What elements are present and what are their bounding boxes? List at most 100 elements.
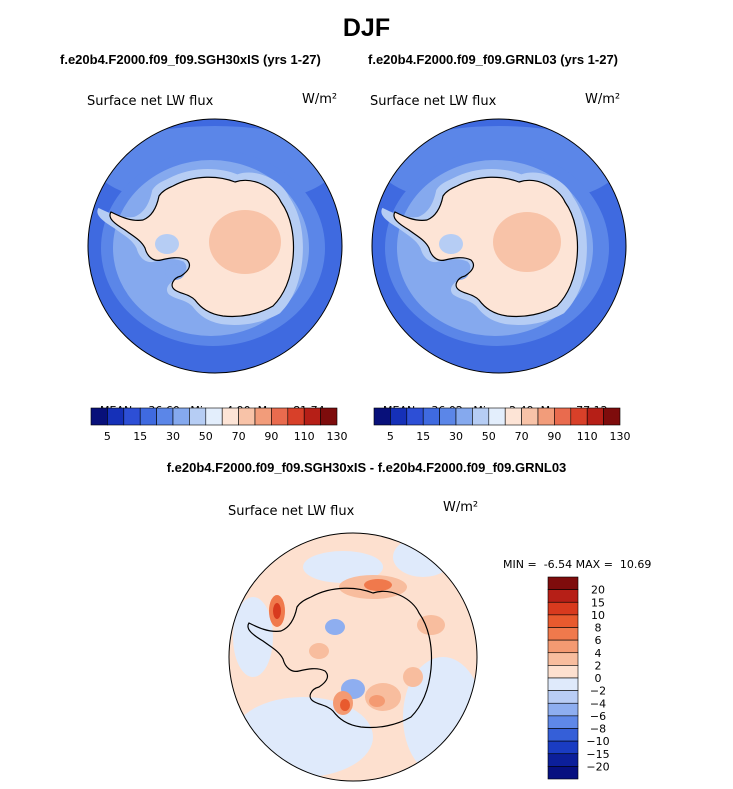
panel1-colorbar-swatch	[123, 407, 141, 426]
panel3-colorbar-tick-label: 0	[595, 672, 602, 685]
panel2-colorbar-tick-label: 130	[610, 430, 631, 443]
panel3-colorbar-swatch	[547, 627, 579, 641]
panel2-colorbar-swatch	[439, 407, 457, 426]
panel1-colorbar-tick-label: 50	[199, 430, 213, 443]
panel3-colorbar-swatch	[547, 702, 579, 717]
panel1-variable-title: Surface net LW flux	[87, 94, 214, 109]
panel3-map	[229, 533, 477, 781]
case2-title: f.e20b4.F2000.f09_f09.GRNL03 (yrs 1-27)	[368, 52, 619, 67]
panel2-colorbar-swatch	[586, 407, 604, 426]
panel2-colorbar-swatch	[537, 407, 555, 426]
panel2-colorbar-swatch	[373, 407, 391, 426]
panel3-colorbar-swatch	[547, 715, 579, 729]
panel3-colorbar-tick-label: 4	[595, 647, 602, 660]
panel1-colorbar-tick-label: 70	[232, 430, 246, 443]
panel2-colorbar-tick-label: 30	[449, 430, 463, 443]
panel3-colorbar-tick-label: −2	[590, 685, 606, 698]
difference-title: f.e20b4.F2000.f09_f09.SGH30xIS - f.e20b4…	[166, 460, 567, 475]
panel1-colorbar-swatch	[254, 407, 272, 426]
panel3-units: W/m²	[443, 500, 479, 515]
panel3-colorbar-swatch	[547, 766, 579, 780]
panel2-colorbar-tick-label: 5	[387, 430, 394, 443]
panel1-colorbar-swatch	[107, 407, 125, 426]
panel1-colorbar-swatch	[238, 407, 256, 426]
panel3-max-value: 10.69	[619, 558, 652, 571]
panel1-colorbar-tick-label: 15	[133, 430, 147, 443]
panel3-colorbar-tick-label: −10	[586, 735, 609, 748]
panel2-colorbar-tick-label: 110	[577, 430, 598, 443]
panel3-colorbar-tick-label: 6	[595, 634, 602, 647]
panel3-colorbar-swatch	[547, 589, 579, 603]
panel1-colorbar-tick-label: 5	[104, 430, 111, 443]
panel1-colorbar-swatch	[156, 407, 174, 426]
panel3-colorbar-swatch	[547, 652, 579, 666]
case1-title: f.e20b4.F2000.f09_f09.SGH30xIS (yrs 1-27…	[60, 52, 321, 67]
panel1-colorbar-swatch	[172, 407, 190, 426]
panel2-units: W/m²	[585, 92, 621, 107]
panel1-colorbar-swatch	[271, 407, 289, 426]
panel2-colorbar-tick-label: 15	[416, 430, 430, 443]
panel2-colorbar-swatch	[603, 407, 621, 426]
panel2-colorbar-swatch	[504, 407, 522, 426]
panel3-colorbar-tick-label: 10	[591, 609, 605, 622]
panel1-map-border	[87, 118, 343, 374]
panel3-colorbar-swatch	[547, 690, 579, 704]
panel3-colorbar-swatch	[547, 614, 579, 628]
panel1-colorbar-tick-label: 130	[327, 430, 348, 443]
panel3-colorbar-swatch	[547, 677, 579, 691]
panel1-colorbar-swatch	[303, 407, 321, 426]
panel2-colorbar-swatch	[488, 407, 506, 426]
panel3-colorbar-tick-label: 20	[591, 584, 605, 597]
panel3-variable-title: Surface net LW flux	[228, 504, 355, 519]
panel3-colorbar-swatch	[547, 601, 579, 616]
panel3-colorbar-tick-label: −8	[590, 723, 606, 736]
panel1-colorbar-swatch	[287, 407, 305, 426]
panel2-colorbar-tick-label: 70	[515, 430, 529, 443]
panel2-map	[372, 119, 626, 373]
panel1-colorbar-swatch	[139, 407, 157, 426]
panel1-colorbar-swatch	[90, 407, 108, 426]
panel1-colorbar-swatch	[320, 407, 338, 426]
panel2-colorbar: 5 15 30 50 70 90 110 130	[373, 407, 631, 443]
panel2-colorbar-swatch	[570, 407, 588, 426]
panel3-colorbar-swatch	[547, 639, 579, 654]
panel1-map	[88, 119, 342, 373]
panel1-units: W/m²	[302, 92, 338, 107]
panel2-colorbar-tick-label: 90	[547, 430, 561, 443]
panel3-colorbar-swatch	[547, 740, 579, 755]
panel1-colorbar-tick-label: 90	[264, 430, 278, 443]
panel3-colorbar-tick-label: −6	[590, 710, 606, 723]
panel2-colorbar-swatch	[422, 407, 440, 426]
panel1-colorbar-swatch	[205, 407, 223, 426]
panel3-colorbar-tick-label: −4	[590, 697, 606, 710]
panel1-colorbar: 5 15 30 50 70 90 110 130	[90, 407, 348, 443]
panel2-colorbar-swatch	[554, 407, 572, 426]
panel2-colorbar-swatch	[521, 407, 539, 426]
panel3-min-value: -6.54	[543, 558, 573, 571]
panel3-map-border	[228, 532, 478, 782]
panel3-colorbar-tick-label: −15	[586, 748, 609, 761]
panel3-colorbar-swatch	[547, 576, 579, 590]
panel2-map-border	[371, 118, 627, 374]
panel3-max-label: MAX =	[575, 558, 613, 571]
panel2-colorbar-swatch	[390, 407, 408, 426]
panel2-colorbar-swatch	[455, 407, 473, 426]
figure-title: DJF	[342, 14, 391, 42]
panel1-colorbar-tick-label: 30	[166, 430, 180, 443]
panel1-colorbar-swatch	[221, 407, 239, 426]
panel3-colorbar-swatch	[547, 728, 579, 742]
panel2-colorbar-swatch	[406, 407, 424, 426]
panel3-colorbar-swatch	[547, 753, 579, 767]
panel1-colorbar-swatch	[189, 407, 207, 426]
panel1-colorbar-tick-label: 110	[294, 430, 315, 443]
panel2-colorbar-swatch	[472, 407, 490, 426]
panel3-colorbar-swatch	[547, 665, 579, 679]
panel3-colorbar-tick-label: 8	[595, 622, 602, 635]
panel2-colorbar-tick-label: 50	[482, 430, 496, 443]
panel3-colorbar-tick-label: 15	[591, 596, 605, 609]
panel3-colorbar-tick-label: −20	[586, 760, 609, 773]
panel3-colorbar-tick-label: 2	[595, 659, 602, 672]
panel3-min-label: MIN =	[503, 558, 537, 571]
